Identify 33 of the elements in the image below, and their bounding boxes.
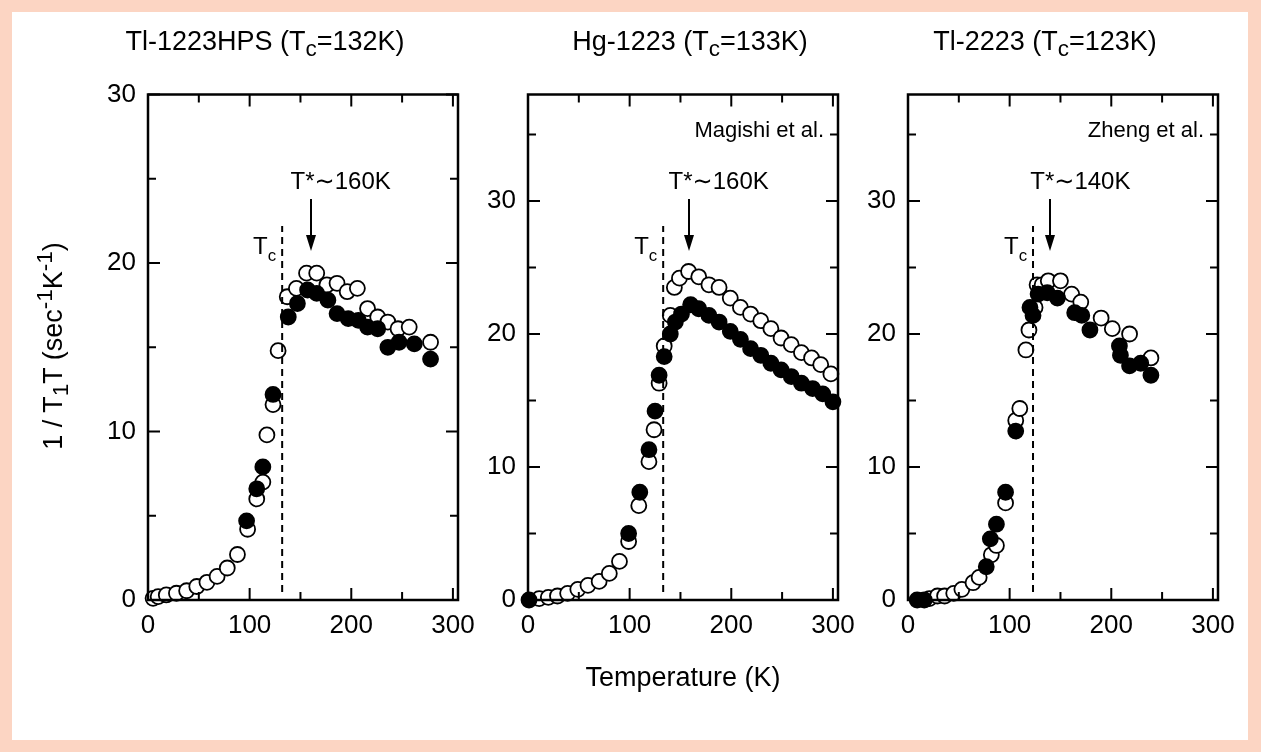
- x-tick-label: 200: [1089, 608, 1133, 639]
- y-tick-label: 20: [487, 317, 516, 348]
- x-axis-title: Temperature (K): [584, 662, 782, 693]
- y-tick-label: 10: [867, 450, 896, 481]
- x-tick-label: 0: [520, 608, 536, 639]
- x-tick-label: 0: [140, 608, 156, 639]
- y-tick-label: 10: [487, 450, 516, 481]
- y-tick-label: 20: [867, 317, 896, 348]
- y-tick-label: 10: [107, 414, 136, 445]
- y-tick-label: 30: [487, 184, 516, 215]
- chart-title: Hg-1223 (T$_{c}$=133K): [571, 26, 809, 63]
- ref-line-label: T*∼160K: [290, 167, 391, 195]
- y-tick-label: 0: [121, 583, 136, 614]
- x-tick-label: 0: [900, 608, 916, 639]
- x-tick-label: 100: [987, 608, 1032, 639]
- y-tick-label: 0: [881, 583, 896, 614]
- x-tick-label: 200: [329, 608, 373, 639]
- chart-title: Tl-2223 (T$_{c}$=123K): [932, 26, 1158, 63]
- x-tick-label: 300: [1191, 608, 1235, 639]
- x-tick-label: 100: [227, 608, 272, 639]
- x-tick-label: 100: [607, 608, 652, 639]
- annotation: Magishi et al.: [694, 116, 825, 142]
- ref-line-label: T*∼160K: [668, 167, 769, 195]
- x-tick-label: 200: [709, 608, 753, 639]
- annotation: Zheng et al.: [1087, 116, 1204, 142]
- x-tick-label: 300: [431, 608, 475, 639]
- chart-title: Tl-1223HPS (T$_{c}$=132K): [124, 26, 406, 63]
- x-tick-label: 300: [811, 608, 855, 639]
- y-tick-label: 0: [501, 583, 516, 614]
- y-tick-label: 30: [867, 184, 896, 215]
- y-tick-label: 30: [107, 77, 136, 108]
- ref-line-label: T*∼140K: [1030, 167, 1131, 195]
- y-tick-label: 20: [107, 246, 136, 277]
